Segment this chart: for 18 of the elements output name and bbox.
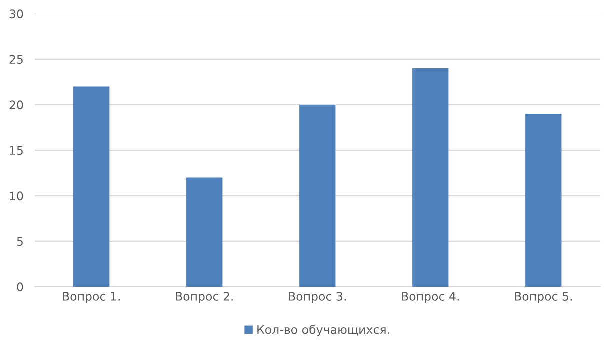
y-tick-label: 10 [10, 192, 24, 201]
x-tick-label: Вопрос 3. [289, 292, 346, 304]
bar [300, 104, 336, 287]
x-tick-label: Вопрос 4. [402, 292, 459, 304]
x-tick-label: Вопрос 5. [515, 292, 572, 304]
y-tick-label: 30 [10, 10, 24, 19]
y-tick-label: 25 [10, 55, 23, 64]
bar [526, 114, 562, 287]
x-tick-label: Вопрос 2. [176, 292, 233, 304]
y-tick-label: 20 [10, 100, 24, 110]
legend-label: Кол-во обучающихся. [258, 324, 390, 337]
bar [74, 86, 110, 287]
x-tick-label: Вопрос 1. [63, 292, 120, 304]
y-tick-label: 5 [17, 237, 23, 246]
bar [412, 68, 449, 287]
y-tick-label: 15 [10, 146, 23, 156]
bar [186, 178, 223, 287]
y-tick-label: 0 [17, 282, 24, 292]
